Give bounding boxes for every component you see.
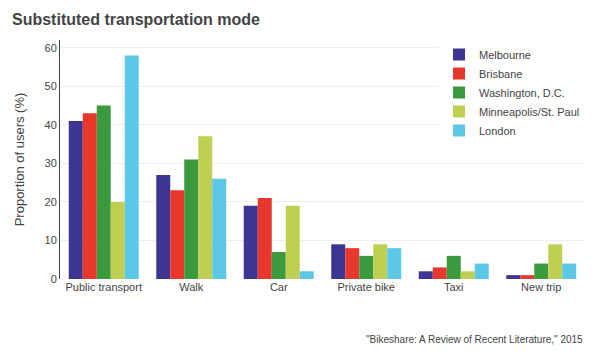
- svg-text:Public transport: Public transport: [66, 281, 142, 293]
- svg-text:Washington, D.C.: Washington, D.C.: [479, 87, 565, 99]
- svg-text:Melbourne: Melbourne: [479, 49, 531, 61]
- svg-text:London: London: [479, 125, 516, 137]
- svg-text:Proportion of users (%): Proportion of users (%): [12, 93, 27, 227]
- svg-text:Walk: Walk: [179, 281, 204, 293]
- svg-text:Car: Car: [270, 281, 288, 293]
- svg-text:Private bike: Private bike: [338, 281, 395, 293]
- svg-text:Minneapolis/St. Paul: Minneapolis/St. Paul: [479, 106, 579, 118]
- svg-text:10: 10: [45, 234, 57, 246]
- svg-text:50: 50: [45, 80, 57, 92]
- svg-text:Taxi: Taxi: [444, 281, 464, 293]
- svg-text:60: 60: [45, 42, 57, 54]
- svg-text:Brisbane: Brisbane: [479, 68, 522, 80]
- svg-text:New trip: New trip: [521, 281, 561, 293]
- svg-text:"Bikeshare: A Review of Recent: "Bikeshare: A Review of Recent Literatur…: [366, 334, 583, 345]
- svg-text:30: 30: [45, 157, 57, 169]
- svg-text:40: 40: [45, 119, 57, 131]
- svg-text:0: 0: [51, 273, 57, 285]
- svg-text:20: 20: [45, 196, 57, 208]
- svg-text:Substituted transportation mod: Substituted transportation mode: [12, 11, 260, 28]
